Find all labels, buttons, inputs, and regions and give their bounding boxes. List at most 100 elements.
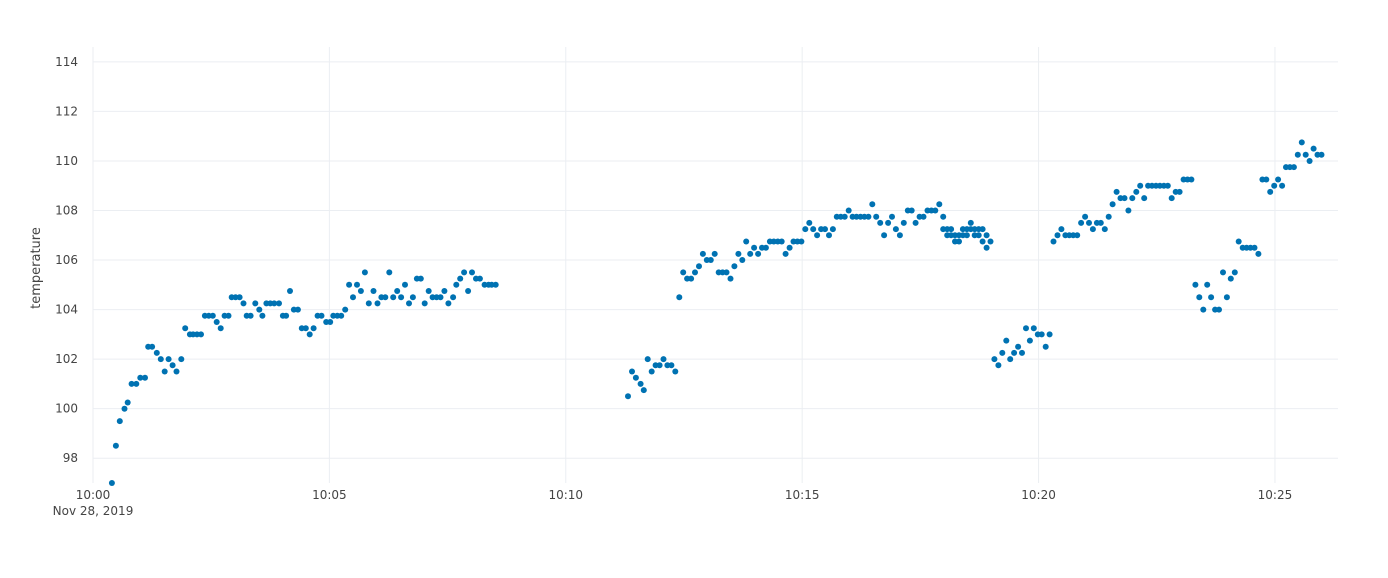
data-point xyxy=(948,226,955,233)
data-point xyxy=(461,269,468,276)
data-point xyxy=(877,219,884,226)
data-point xyxy=(1267,188,1274,195)
x-tick-label: 10:15 xyxy=(785,488,820,502)
data-point xyxy=(346,281,353,288)
data-point xyxy=(959,226,966,233)
data-point xyxy=(365,300,372,307)
data-point xyxy=(892,226,899,233)
data-point xyxy=(421,300,428,307)
data-point xyxy=(457,275,464,282)
data-point xyxy=(142,374,148,381)
data-point xyxy=(271,300,278,307)
data-point xyxy=(469,269,475,276)
data-point xyxy=(198,331,204,338)
data-point xyxy=(310,325,317,332)
data-point xyxy=(1223,294,1230,301)
data-point xyxy=(453,281,460,288)
data-point xyxy=(778,238,785,245)
data-point xyxy=(1216,306,1222,313)
data-point xyxy=(762,244,769,251)
data-point xyxy=(276,300,282,307)
data-point xyxy=(283,312,290,319)
data-point xyxy=(1255,250,1262,257)
data-point xyxy=(1030,325,1037,332)
data-point xyxy=(256,306,263,313)
data-point xyxy=(632,374,639,381)
data-point xyxy=(735,250,742,257)
data-point xyxy=(1050,238,1057,245)
data-point xyxy=(1263,176,1270,183)
data-point xyxy=(648,368,655,375)
x-tick-label: 10:05 xyxy=(312,488,347,502)
data-point xyxy=(975,232,982,239)
data-point xyxy=(983,232,990,239)
data-point xyxy=(121,405,128,412)
data-point xyxy=(1318,151,1325,158)
data-point xyxy=(252,300,259,307)
data-point xyxy=(153,349,160,356)
data-point xyxy=(178,356,185,363)
y-tick-label: 114 xyxy=(55,55,78,69)
data-point xyxy=(1015,343,1022,350)
data-point xyxy=(680,269,687,276)
data-point xyxy=(932,207,939,214)
y-tick-label: 110 xyxy=(55,154,78,168)
data-point xyxy=(739,257,746,263)
data-point xyxy=(1105,213,1112,220)
data-point xyxy=(476,275,483,282)
data-point xyxy=(1026,337,1033,344)
data-point xyxy=(845,207,852,214)
data-point xyxy=(948,232,955,239)
data-point xyxy=(688,275,695,282)
data-point xyxy=(1275,176,1282,183)
data-point xyxy=(1271,182,1278,189)
data-point xyxy=(350,294,356,301)
data-point xyxy=(287,288,293,294)
data-point xyxy=(1200,306,1207,313)
data-point xyxy=(240,300,247,307)
data-point xyxy=(1058,226,1065,233)
data-point xyxy=(707,257,714,263)
data-point xyxy=(625,393,631,400)
data-point xyxy=(920,213,927,220)
data-point xyxy=(302,325,309,332)
data-point xyxy=(124,399,131,406)
data-point xyxy=(445,300,452,307)
data-point xyxy=(1011,349,1018,356)
data-point xyxy=(672,368,679,375)
data-point xyxy=(357,288,364,294)
data-point xyxy=(1192,281,1199,288)
data-point xyxy=(644,356,651,363)
data-point xyxy=(755,250,762,257)
data-point xyxy=(822,226,828,233)
data-point xyxy=(668,362,675,369)
x-tick-label: 10:00 xyxy=(76,488,111,502)
data-point xyxy=(370,288,377,294)
data-point xyxy=(361,269,368,276)
data-point xyxy=(1054,232,1061,239)
grid xyxy=(92,47,1338,483)
data-point xyxy=(402,281,408,288)
data-point xyxy=(165,356,172,363)
data-point xyxy=(465,288,472,294)
data-point xyxy=(865,213,872,220)
data-point xyxy=(1023,325,1029,332)
data-point xyxy=(1251,244,1258,251)
data-point xyxy=(342,306,349,313)
data-point xyxy=(1042,343,1049,350)
data-point xyxy=(810,226,817,233)
data-point xyxy=(1310,145,1317,152)
data-point xyxy=(450,294,457,301)
data-point xyxy=(1290,164,1297,171)
data-point xyxy=(1231,269,1238,276)
data-point xyxy=(829,226,836,233)
y-tick-label: 112 xyxy=(55,104,78,118)
data-point xyxy=(692,269,698,276)
data-point xyxy=(999,349,1006,356)
data-point xyxy=(236,294,243,301)
x-axis-ticks: 10:00 10:05 10:10 10:15 10:20 10:25 xyxy=(76,488,1293,502)
data-point xyxy=(637,380,644,387)
data-point xyxy=(782,250,789,257)
data-point xyxy=(1003,337,1010,344)
data-point xyxy=(137,374,144,381)
